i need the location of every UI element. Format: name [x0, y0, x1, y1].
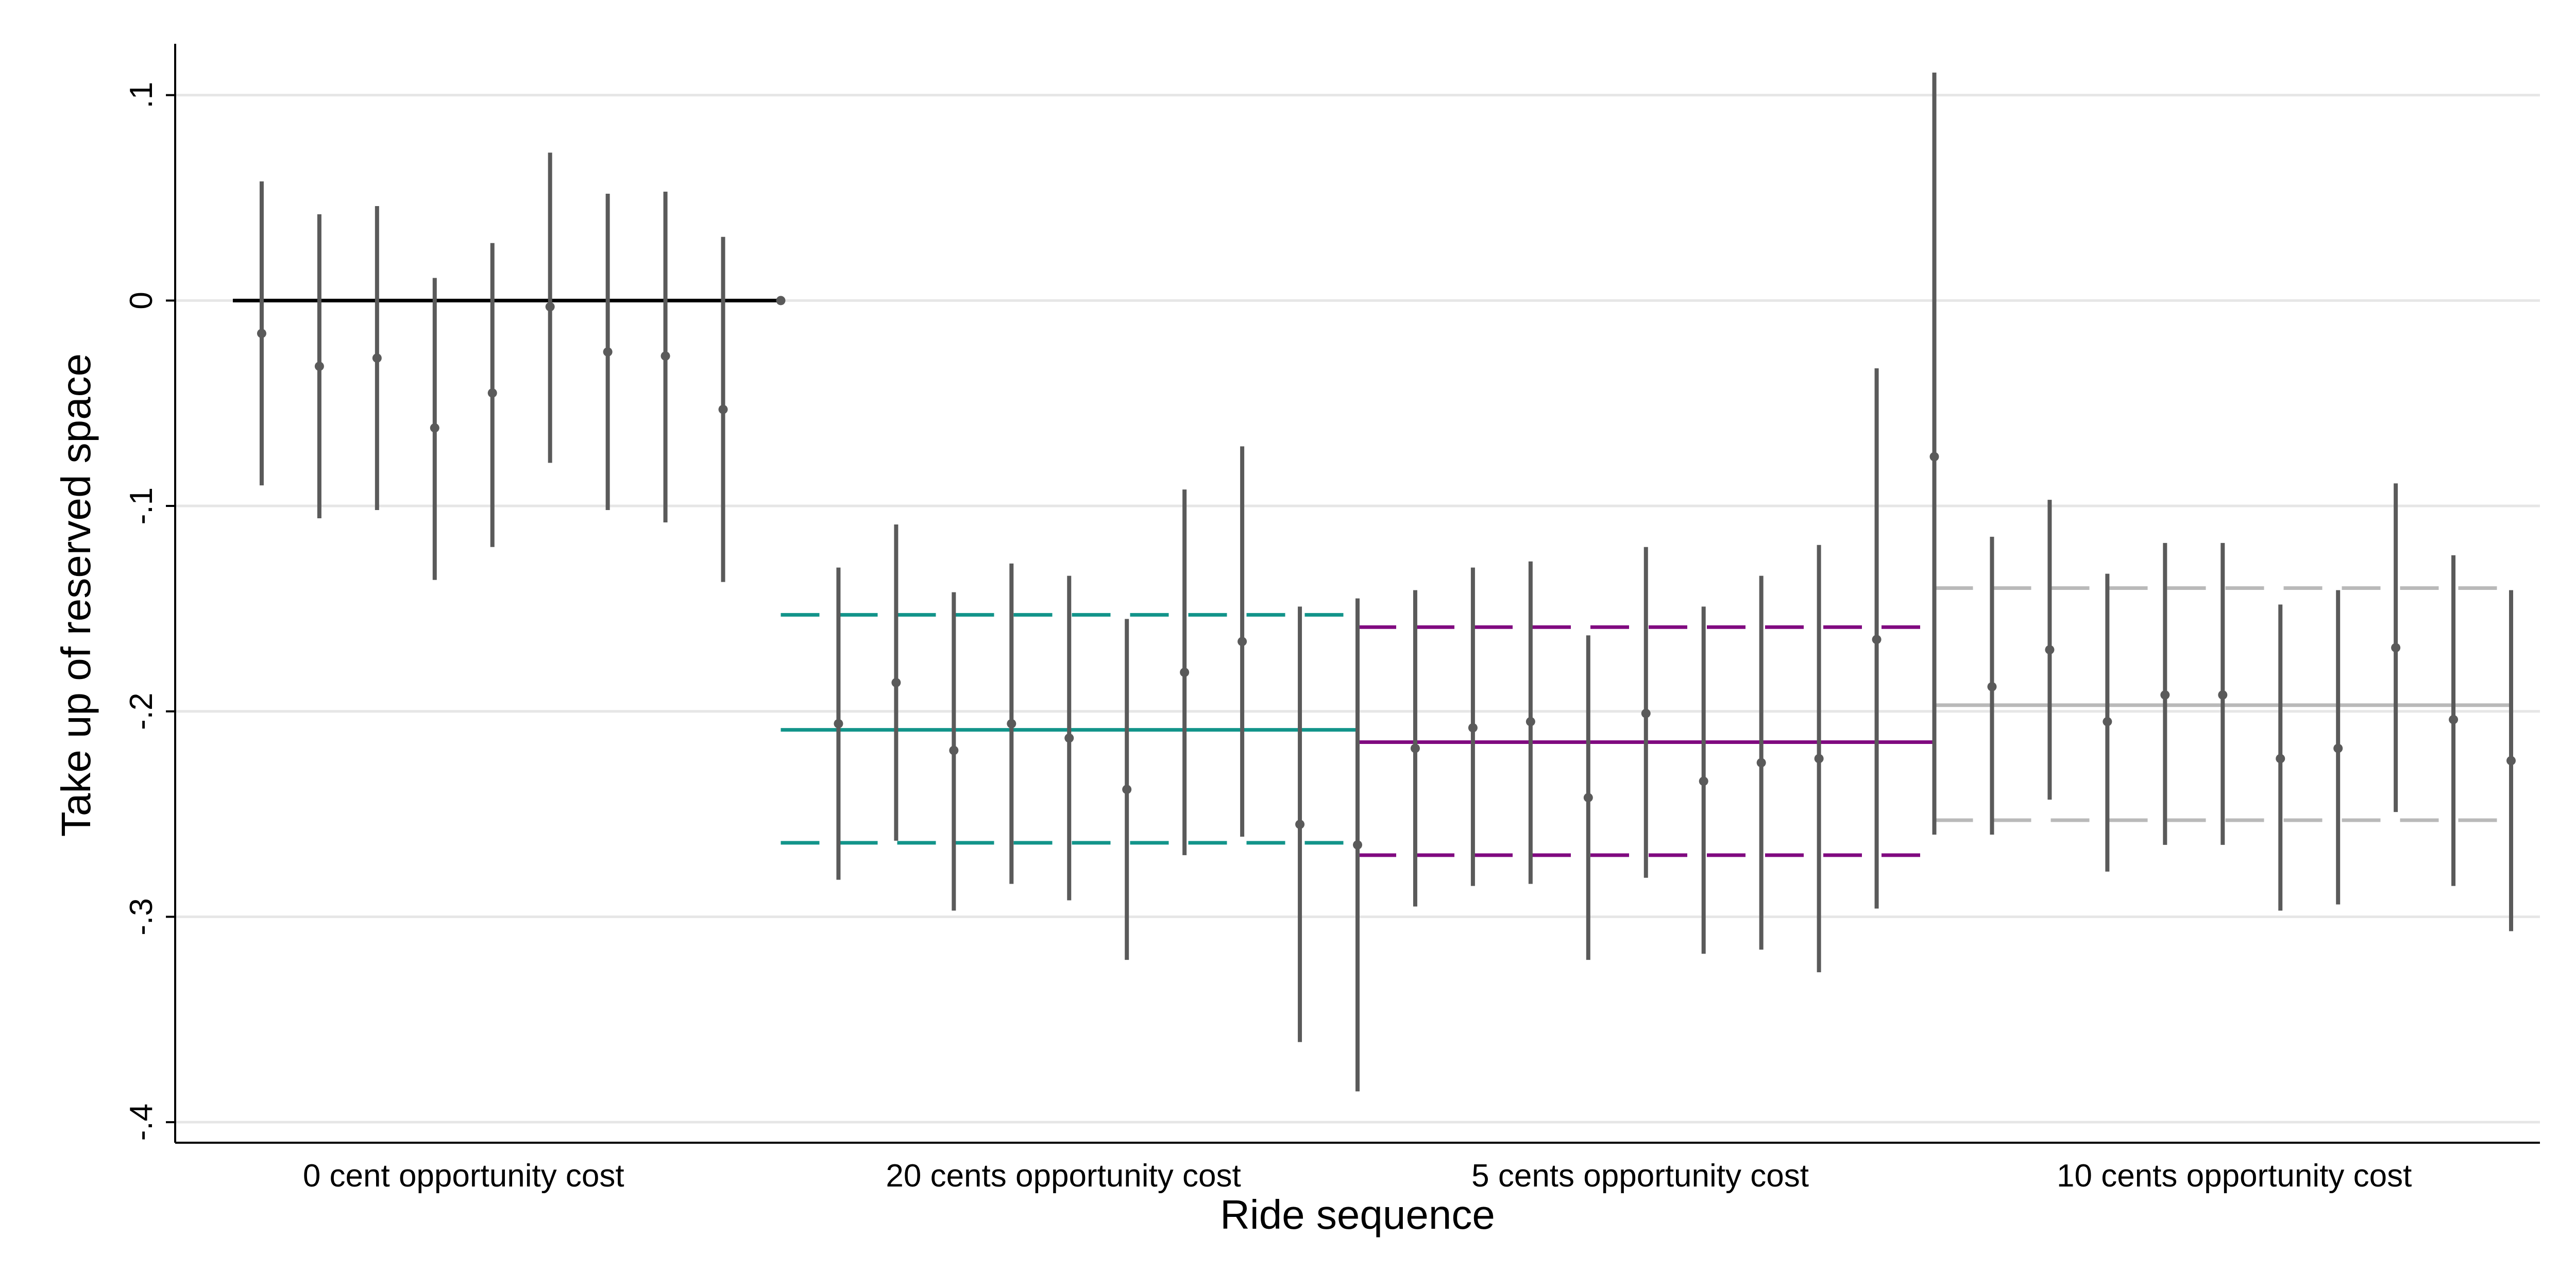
point-estimate-marker — [430, 423, 439, 433]
point-estimate-marker — [2160, 690, 2170, 700]
point-estimate-marker — [1699, 776, 1708, 786]
point-estimate-marker — [1756, 758, 1766, 768]
point-estimate-marker — [1238, 637, 1247, 647]
y-tick-label: .1 — [124, 82, 159, 109]
point-estimate-marker — [1641, 708, 1651, 718]
group-mean-lines — [232, 298, 2512, 857]
point-estimate-marker — [1295, 820, 1305, 829]
point-estimate-marker — [660, 351, 670, 361]
point-estimate-marker — [2506, 756, 2516, 766]
y-tick-label: -.2 — [124, 693, 159, 730]
axes: .1 0 -.1 -.2 -.3 -.4 0 cent opportunity cost 20… — [124, 44, 2540, 1194]
x-category-label: 10 cents opportunity cost — [2057, 1158, 2412, 1194]
y-tick-label: -.1 — [124, 487, 159, 524]
x-category-label: 20 cents opportunity cost — [886, 1158, 1241, 1194]
point-estimate-marker — [2103, 717, 2112, 726]
point-estimate-marker — [603, 347, 613, 357]
point-estimate-marker — [2449, 715, 2459, 724]
point-estimate-marker — [2391, 643, 2401, 653]
point-estimate-marker — [776, 296, 786, 306]
point-estimate-marker — [1064, 733, 1074, 743]
point-estimates — [257, 296, 2516, 850]
point-estimate-marker — [2045, 645, 2055, 655]
point-estimate-marker — [487, 388, 497, 398]
point-estimate-marker — [834, 719, 843, 728]
y-tick-label: 0 — [124, 292, 159, 309]
point-estimate-marker — [545, 302, 555, 312]
point-estimate-marker — [891, 677, 901, 687]
x-category-label: 0 cent opportunity cost — [303, 1158, 624, 1194]
point-estimate-marker — [1583, 793, 1593, 803]
point-estimate-marker — [1353, 840, 1362, 850]
y-axis-title: Take up of reserved space — [53, 353, 99, 837]
point-estimate-marker — [1814, 754, 1824, 764]
point-estimate-marker — [1872, 635, 1882, 645]
y-tick-label: -.3 — [124, 898, 159, 935]
axis-labels: Ride sequence Take up of reserved space — [53, 353, 1495, 1238]
point-estimate-marker — [1929, 452, 1939, 462]
point-estimate-marker — [949, 745, 959, 755]
point-estimate-marker — [1410, 743, 1420, 753]
confidence-intervals — [259, 72, 2514, 1092]
point-estimate-marker — [1122, 785, 1132, 794]
point-estimate-marker — [1526, 717, 1535, 726]
x-category-label: 5 cents opportunity cost — [1471, 1158, 1809, 1194]
point-estimate-marker — [718, 404, 728, 414]
point-estimate-marker — [2218, 690, 2228, 700]
point-estimate-marker — [1987, 682, 1997, 691]
point-estimate-marker — [257, 329, 266, 338]
point-estimate-marker — [1468, 723, 1478, 733]
point-estimate-marker — [1007, 719, 1016, 728]
point-estimate-marker — [314, 361, 324, 371]
point-estimate-marker — [2276, 754, 2285, 764]
point-estimate-marker — [372, 353, 382, 363]
x-axis-title: Ride sequence — [1220, 1192, 1495, 1238]
y-tick-label: -.4 — [124, 1104, 159, 1141]
point-estimate-marker — [2333, 743, 2343, 753]
point-estimate-marker — [1180, 667, 1190, 677]
